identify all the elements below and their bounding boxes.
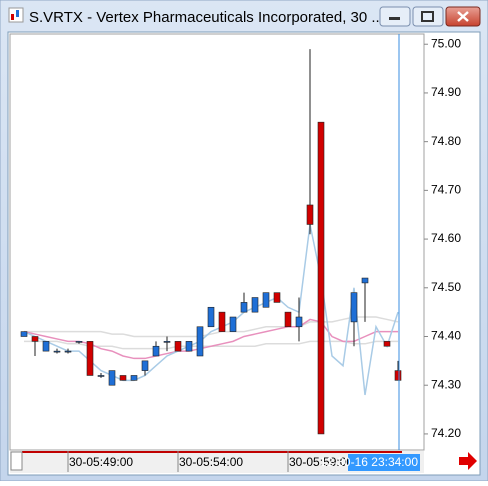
- candle-body: [383, 341, 391, 347]
- time-axis: [10, 451, 424, 473]
- y-tick-label: 74.60: [431, 231, 461, 245]
- minimize-button[interactable]: [379, 6, 411, 27]
- candle-body: [86, 341, 94, 376]
- y-tick-label: 74.20: [431, 426, 461, 440]
- candle-body: [141, 360, 149, 371]
- scroll-thumb[interactable]: [10, 451, 23, 471]
- x-tick-label: 30-05:49:00: [69, 455, 133, 469]
- candle-body: [152, 345, 160, 357]
- candle-body: [64, 350, 72, 353]
- x-tick-label: 30-05:59:00: [289, 455, 353, 469]
- candle-body: [306, 204, 314, 225]
- candle-body: [97, 375, 105, 377]
- window-title: S.VRTX - Vertex Pharmaceuticals Incorpor…: [29, 9, 384, 26]
- candle-body: [108, 370, 116, 386]
- candle-body: [53, 350, 61, 353]
- candle-body: [185, 341, 193, 352]
- candle-body: [163, 341, 171, 343]
- app-icon-bar: [16, 10, 19, 17]
- candle-body: [119, 375, 127, 381]
- plot: 74.20 74.30 74.40 74.50 74.60 74.70 74.80 74.90…: [20, 34, 461, 472]
- scroll-right-arrow[interactable]: [459, 452, 477, 470]
- cursor-label-box: [348, 454, 420, 471]
- candle-body: [273, 292, 281, 303]
- candle-body: [196, 326, 204, 357]
- candle-body: [295, 316, 303, 328]
- y-tick-label: 74.80: [431, 134, 461, 148]
- cursor-label: 12-30-16 23:34:00: [320, 455, 418, 469]
- candle-body: [75, 341, 83, 343]
- plot-area: [9, 33, 425, 451]
- app-icon-bar: [11, 14, 14, 20]
- y-tick-label: 74.50: [431, 280, 461, 294]
- maximize-button[interactable]: [412, 6, 444, 27]
- candle-body: [31, 336, 39, 342]
- y-tick-label: 74.40: [431, 329, 461, 343]
- indicator-line: [23, 318, 398, 360]
- y-tick-label: 74.90: [431, 85, 461, 99]
- candle-body: [251, 297, 259, 313]
- candle-body: [262, 292, 270, 308]
- candle-body: [207, 306, 215, 328]
- y-tick-label: 74.30: [431, 377, 461, 391]
- candle-body: [240, 302, 248, 313]
- candle-body: [350, 292, 358, 323]
- candle-body: [42, 341, 50, 352]
- close-icon: [457, 11, 469, 22]
- maximize-icon: [421, 11, 434, 22]
- candle-body: [229, 316, 237, 332]
- candle-body: [317, 121, 325, 435]
- candle-body: [20, 331, 28, 337]
- minimize-icon: [389, 17, 400, 20]
- indicator-line: [24, 316, 399, 338]
- candle-body: [130, 375, 138, 381]
- indicator-line: [23, 224, 399, 396]
- candle-body: [394, 370, 402, 381]
- candle-body: [218, 311, 226, 332]
- y-tick-label: 75.00: [431, 36, 461, 50]
- x-tick-label: 30-05:54:00: [179, 455, 243, 469]
- y-tick-label: 74.70: [431, 183, 461, 197]
- candle-body: [174, 341, 182, 352]
- candle-body: [284, 311, 292, 328]
- candle-body: [361, 277, 369, 284]
